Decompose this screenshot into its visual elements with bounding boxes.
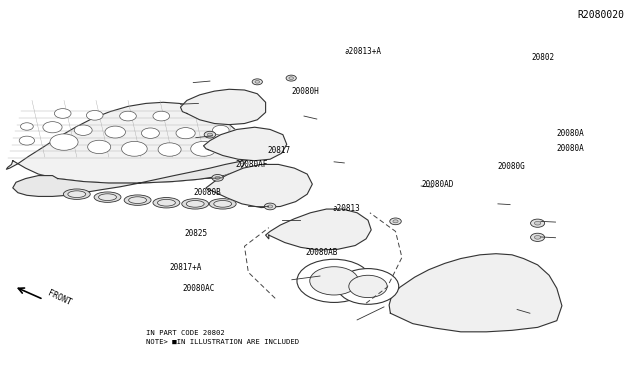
Text: IN PART CODE 20802: IN PART CODE 20802 — [146, 330, 225, 336]
Circle shape — [19, 136, 35, 145]
Text: FRONT: FRONT — [46, 288, 72, 307]
Ellipse shape — [94, 192, 121, 202]
Circle shape — [297, 259, 371, 302]
Circle shape — [191, 141, 216, 156]
Circle shape — [252, 79, 262, 85]
Circle shape — [212, 125, 229, 135]
Circle shape — [54, 109, 71, 118]
Circle shape — [310, 267, 358, 295]
Polygon shape — [204, 127, 287, 161]
Polygon shape — [6, 102, 246, 183]
Circle shape — [120, 111, 136, 121]
Circle shape — [286, 75, 296, 81]
Polygon shape — [266, 209, 371, 250]
Text: R2080020: R2080020 — [577, 10, 624, 20]
Circle shape — [88, 140, 111, 154]
Text: 20825: 20825 — [184, 229, 207, 238]
Text: 20080A: 20080A — [557, 129, 584, 138]
Text: 20080A: 20080A — [557, 144, 584, 153]
Circle shape — [264, 203, 276, 210]
Ellipse shape — [99, 194, 116, 201]
Circle shape — [43, 122, 62, 133]
Circle shape — [153, 111, 170, 121]
Polygon shape — [389, 254, 562, 332]
Circle shape — [158, 143, 181, 156]
Circle shape — [122, 141, 147, 156]
Text: 20080AB: 20080AB — [306, 248, 339, 257]
Ellipse shape — [63, 189, 90, 199]
Ellipse shape — [124, 195, 151, 205]
Polygon shape — [13, 160, 246, 196]
Circle shape — [86, 110, 103, 120]
Text: 20080AD: 20080AD — [421, 180, 454, 189]
Circle shape — [207, 133, 212, 136]
Circle shape — [337, 269, 399, 304]
Text: ∂20813+A: ∂20813+A — [344, 47, 381, 56]
Text: 20080AC: 20080AC — [182, 284, 215, 293]
Circle shape — [531, 219, 545, 227]
Text: 20080AF: 20080AF — [236, 160, 268, 169]
Circle shape — [176, 128, 195, 139]
Circle shape — [390, 218, 401, 225]
Circle shape — [220, 138, 241, 150]
Circle shape — [105, 126, 125, 138]
Text: 20080G: 20080G — [498, 162, 525, 171]
Circle shape — [393, 220, 398, 223]
Circle shape — [212, 174, 223, 181]
Text: 20080B: 20080B — [193, 188, 221, 197]
Ellipse shape — [182, 199, 209, 209]
Polygon shape — [206, 164, 312, 208]
Circle shape — [534, 221, 541, 225]
Circle shape — [74, 125, 92, 135]
Ellipse shape — [129, 197, 147, 203]
Circle shape — [50, 134, 78, 150]
Circle shape — [534, 235, 541, 239]
Ellipse shape — [153, 198, 180, 208]
Text: 20817: 20817 — [268, 146, 291, 155]
Circle shape — [20, 123, 33, 130]
Circle shape — [268, 205, 273, 208]
Circle shape — [531, 233, 545, 241]
Circle shape — [349, 275, 387, 298]
Text: 20080H: 20080H — [291, 87, 319, 96]
Circle shape — [255, 80, 260, 83]
Ellipse shape — [157, 199, 175, 206]
Ellipse shape — [209, 199, 236, 209]
Text: 20802: 20802 — [531, 53, 554, 62]
Text: NOTE> ■IN ILLUSTRATION ARE INCLUDED: NOTE> ■IN ILLUSTRATION ARE INCLUDED — [146, 339, 299, 345]
Circle shape — [289, 77, 294, 80]
Text: 20817+A: 20817+A — [170, 263, 202, 272]
Circle shape — [141, 128, 159, 138]
Circle shape — [204, 131, 216, 138]
Polygon shape — [180, 89, 266, 125]
Ellipse shape — [214, 201, 232, 207]
Ellipse shape — [68, 191, 86, 198]
Circle shape — [215, 176, 220, 179]
Text: ∂20813: ∂20813 — [333, 204, 360, 213]
Ellipse shape — [186, 201, 204, 207]
